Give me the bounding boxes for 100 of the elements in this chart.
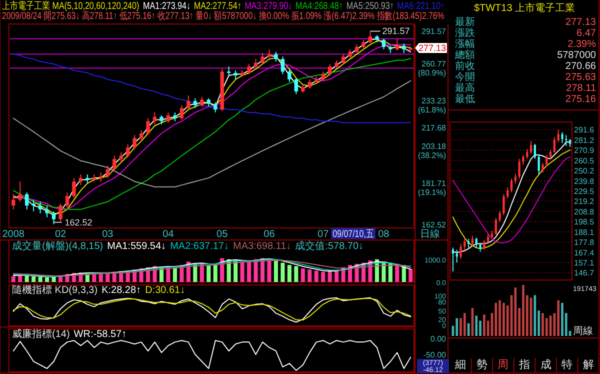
text: MA2:277.54↑ (194, 0, 242, 12)
candlestick (52, 210, 56, 225)
candlestick (65, 192, 70, 208)
candlestick (146, 118, 150, 136)
text: 270.66 (565, 61, 596, 72)
candlestick (112, 155, 116, 172)
y-tick-label: 260.5 (574, 156, 595, 166)
candlestick (382, 38, 386, 50)
candlestick (506, 186, 509, 199)
x-tick-label: 06 (264, 229, 276, 240)
x-tick-label: 03 (102, 229, 114, 240)
candlestick (526, 148, 528, 160)
candlestick (166, 112, 170, 124)
candlestick (32, 199, 36, 212)
text: 278.11 (566, 83, 596, 94)
line-series (12, 54, 412, 124)
y-tick-label: 229.5 (574, 186, 595, 196)
text: $TWT13 上市電子工業 (474, 2, 576, 14)
y-tick-label: 188.1 (574, 228, 595, 237)
candlestick (18, 180, 22, 202)
x-tick-label: 05 (216, 229, 228, 240)
candlestick (24, 192, 29, 210)
category-label: 總額 (454, 49, 475, 61)
bar (98, 273, 103, 282)
category-label: 特 (562, 359, 573, 371)
text: MA4:268.48↑ (296, 0, 344, 12)
category-label: 漲跌 (455, 27, 475, 39)
candlestick (518, 158, 520, 180)
bar (294, 266, 298, 282)
annotation: 09/07/10,五 (332, 228, 374, 240)
bar (561, 302, 564, 336)
candlestick (553, 136, 556, 154)
candlestick (534, 144, 536, 160)
y-tick-label: 219.2 (574, 197, 595, 206)
series-label: MA2:637.17↓ (170, 241, 229, 252)
text: 周線 (573, 326, 593, 337)
bar (24, 276, 29, 282)
bar (408, 268, 413, 282)
candlestick (514, 173, 516, 184)
y-tick-label: 208.8 (574, 207, 595, 216)
bar (308, 270, 312, 282)
candlestick (557, 129, 560, 143)
category-label: 今開 (455, 71, 475, 83)
bar (498, 300, 501, 336)
y-tick-label: 291.57 (422, 27, 447, 36)
y-tick-label: 167.4 (574, 248, 595, 258)
bar (514, 288, 517, 336)
candlestick (152, 112, 157, 125)
y-tick-label: 233.23 (61.8%) (418, 96, 447, 114)
candlestick (274, 51, 278, 62)
bar (456, 318, 458, 336)
text: MA6:221.10↑ (397, 0, 445, 12)
candlestick (294, 78, 298, 95)
bar (502, 302, 505, 336)
line-series (12, 80, 412, 188)
bar (267, 259, 272, 282)
candlestick (260, 52, 264, 65)
bar (280, 262, 285, 282)
candlestick (498, 210, 501, 223)
text: 6.47 (576, 28, 596, 39)
bar (213, 264, 218, 282)
bar (38, 277, 42, 282)
category-label: 漲幅 (455, 38, 475, 50)
category-label: 勢 (476, 358, 488, 371)
text: 5787000 (557, 50, 596, 61)
candlestick (456, 249, 458, 264)
candlestick (247, 64, 251, 75)
candlestick (119, 152, 123, 163)
bar (494, 302, 498, 336)
bar (463, 313, 466, 336)
bar (206, 264, 211, 282)
candlestick (341, 54, 346, 65)
bar (32, 276, 36, 282)
candlestick (139, 130, 144, 142)
bar (11, 276, 16, 282)
x-tick-label: 08 (378, 229, 390, 240)
candlestick (45, 205, 49, 218)
candlestick (126, 144, 130, 158)
candlestick (288, 68, 292, 83)
category-label: 最高 (455, 82, 475, 94)
category-label: 細 (454, 359, 466, 371)
y-tick-label: 270.9 (574, 146, 595, 156)
candlestick (58, 203, 62, 222)
candlestick (510, 178, 513, 193)
candlestick (471, 235, 474, 248)
y-tick-label: 0.00 (430, 334, 447, 344)
chart-subtitle: 2009/08/24 開275.63↓ 高278.11↑ 低275.16↑ 收277.13↑ 量0↓ 額5787000↓ 換0.00% 振1.09% 漲(6.47)2.39% 指數(183.45)2.76% (2, 10, 444, 22)
category-label: 解 (582, 359, 594, 371)
text: 277.13 (565, 17, 596, 28)
bar (542, 313, 544, 336)
annotation: 162.52 (64, 217, 92, 228)
text: 275.16 (565, 94, 596, 105)
x-tick-label: 04 (162, 229, 174, 240)
line-series (12, 340, 412, 371)
text: 277.13 (418, 42, 446, 53)
y-tick-label: 281.2 (574, 136, 595, 145)
bar (475, 316, 478, 336)
text: 2.39% (568, 39, 596, 50)
category-label: 最新 (455, 16, 475, 28)
candlestick (280, 56, 285, 75)
